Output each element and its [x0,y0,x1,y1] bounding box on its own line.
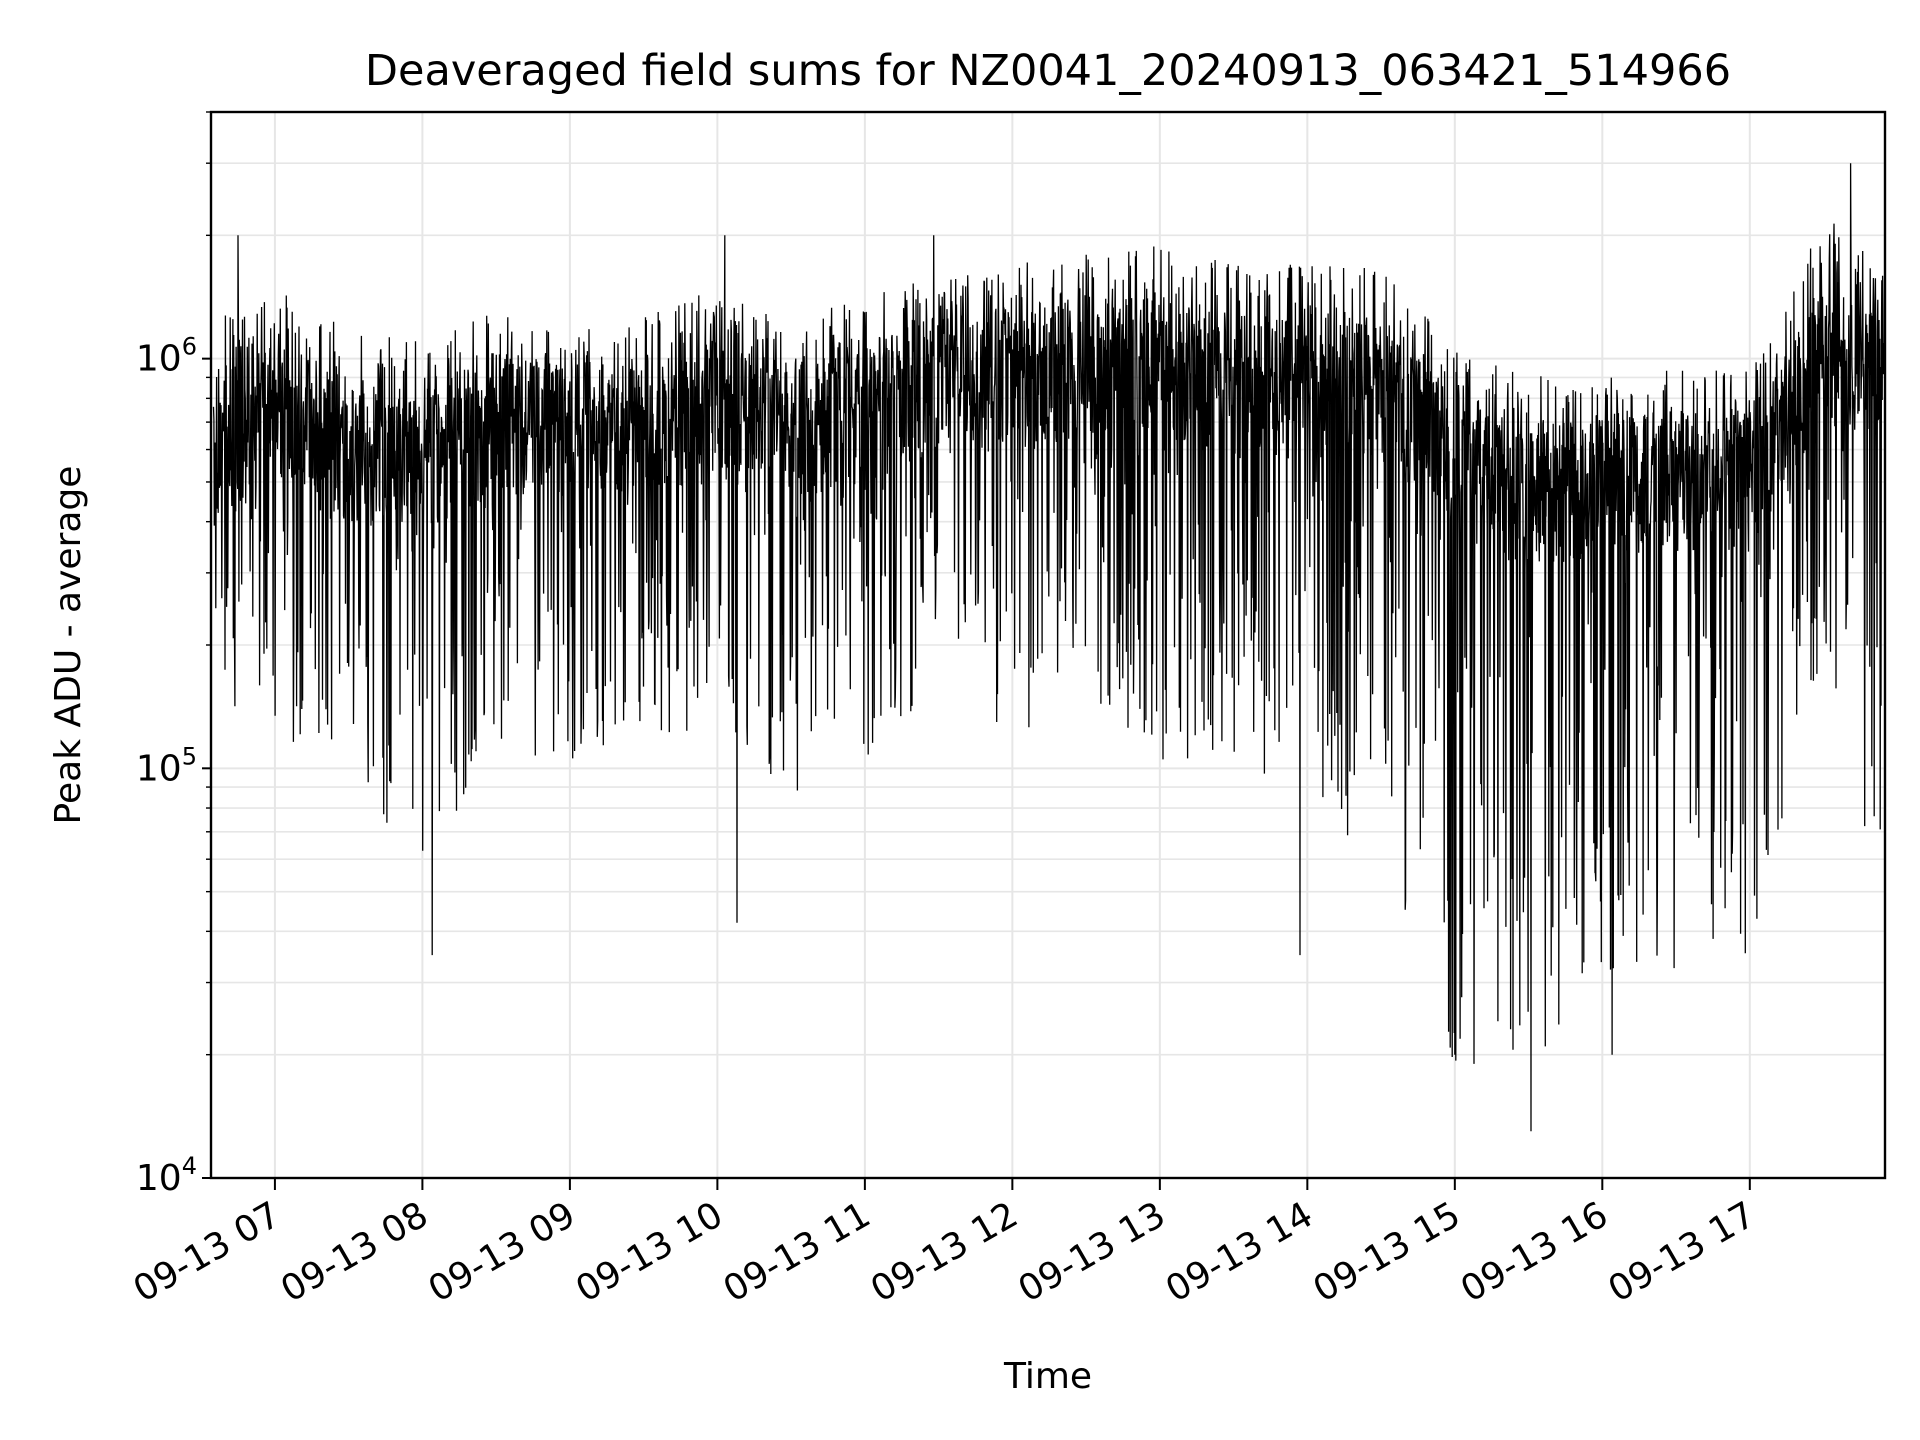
x-tick-label: 09-13 12 [864,1194,1025,1310]
chart-title: Deaveraged field sums for NZ0041_2024091… [365,46,1731,96]
x-tick-label: 09-13 09 [422,1194,583,1310]
x-tick-label: 09-13 15 [1307,1194,1468,1310]
y-axis-label: Peak ADU - average [48,466,89,825]
y-tick-label: 106 [136,333,197,380]
x-tick-label: 09-13 14 [1159,1194,1320,1310]
series-line [212,163,1885,1132]
x-tick-label: 09-13 07 [127,1194,288,1310]
series-path [212,163,1885,1132]
x-tick-label: 09-13 13 [1012,1194,1173,1310]
x-tick-label: 09-13 16 [1454,1194,1615,1310]
x-tick-label: 09-13 10 [569,1194,730,1310]
x-axis-label: Time [1003,1356,1092,1397]
x-tick-label: 09-13 08 [274,1194,435,1310]
y-tick-label: 104 [136,1152,197,1199]
y-tick-label: 105 [136,742,197,789]
x-tick-label: 09-13 17 [1602,1194,1763,1310]
y-axis: 104 105 106 [136,111,211,1199]
x-tick-label: 09-13 11 [717,1194,878,1310]
